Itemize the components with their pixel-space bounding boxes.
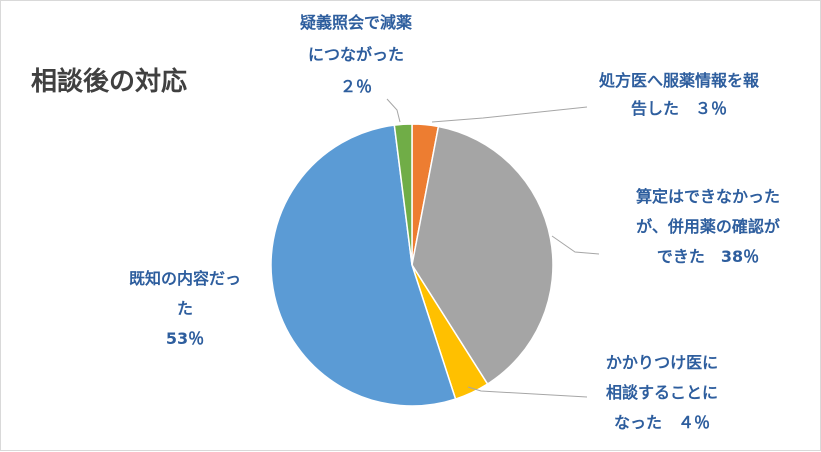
slice-label-line: 算定はできなかった [636, 187, 780, 206]
slice-label-line: できた 38％ [657, 247, 759, 266]
slice-label-line: ２％ [340, 77, 372, 96]
pie-slice-4 [270, 124, 457, 407]
slice-label-1: 処方医へ服薬情報を報告した ３％ [599, 71, 760, 118]
slice-label-5: 疑義照会で減薬につながった ２％ [300, 13, 413, 96]
slice-label-line: 処方医へ服薬情報を報 [599, 71, 760, 90]
leader-line-3 [467, 386, 588, 398]
pie-slice-5 [393, 123, 413, 266]
leader-line-5 [386, 98, 401, 123]
slice-label-4: 既知の内容だった 53％ [129, 269, 241, 348]
slice-label-line: 疑義照会で減薬 [300, 13, 413, 32]
slice-label-2: 算定はできなかったが、併用薬の確認ができた 38％ [636, 187, 780, 266]
chart-title: 相談後の対応 [31, 67, 188, 97]
slice-label-line: なった ４％ [614, 413, 710, 432]
slice-label-3: かかりつけ医に相談することになった ４％ [606, 353, 718, 432]
slice-label-line: かかりつけ医に [606, 353, 718, 372]
leader-line-1 [431, 106, 588, 123]
slice-label-line: 相談することに [606, 383, 718, 402]
slice-label-line: 既知の内容だっ [129, 269, 241, 288]
slice-label-line: が、併用薬の確認が [636, 217, 780, 236]
slice-label-line: につながった [308, 45, 404, 64]
slice-label-line: た [177, 299, 193, 318]
slice-label-line: 告した ３％ [631, 99, 727, 118]
slice-label-line: 53％ [166, 329, 204, 348]
leader-line-2 [551, 235, 600, 255]
